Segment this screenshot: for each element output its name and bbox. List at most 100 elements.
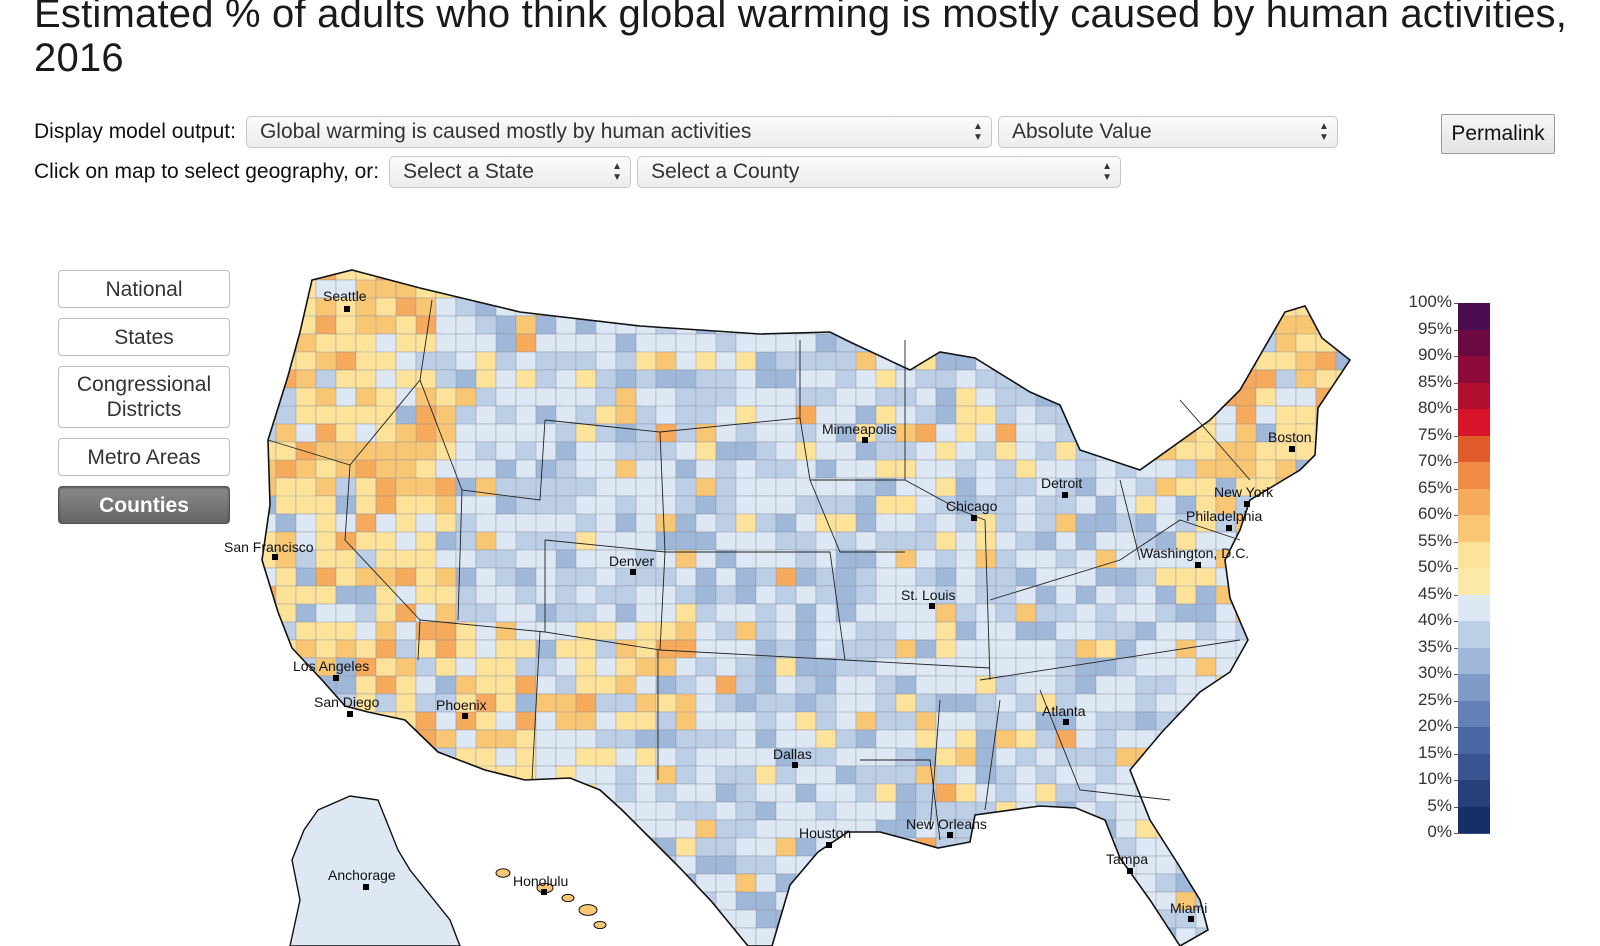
county-cell: [975, 693, 997, 713]
county-cell: [1255, 747, 1283, 767]
legend-tick: [1454, 462, 1460, 463]
geo-button-congressional-districts[interactable]: Congressional Districts: [58, 366, 230, 428]
county-cell: [895, 657, 917, 677]
county-cell: [1356, 874, 1360, 897]
county-cell: [995, 657, 1017, 677]
county-cell: [395, 783, 423, 803]
county-cell: [1335, 855, 1350, 875]
county-cell: [1335, 297, 1350, 317]
county-cell: [555, 657, 577, 677]
city-phoenix: Phoenix: [436, 697, 487, 719]
county-select[interactable]: Select a County ▲ ▼: [637, 156, 1122, 188]
county-cell: [295, 747, 317, 772]
county-cell: [915, 873, 937, 893]
county-cell: [1075, 909, 1103, 929]
geo-button-national[interactable]: National: [58, 270, 230, 308]
county-cell: [1115, 297, 1137, 322]
output-variable-select[interactable]: Global warming is caused mostly by human…: [245, 116, 992, 148]
county-cell: [555, 297, 577, 317]
county-cell: [1295, 765, 1317, 785]
county-cell: [775, 585, 797, 605]
state-select[interactable]: Select a State ▲ ▼: [389, 156, 632, 188]
value-type-select[interactable]: Absolute Value ▲ ▼: [997, 116, 1338, 148]
county-cell: [515, 585, 537, 605]
county-cell: [835, 675, 857, 695]
county-cell: [1235, 909, 1257, 929]
county-cell: [1055, 621, 1077, 641]
county-cell: [1315, 423, 1337, 448]
county-cell: [1115, 621, 1137, 641]
county-cell: [1315, 711, 1343, 731]
geo-button-states[interactable]: States: [58, 318, 230, 356]
county-cell: [815, 387, 837, 407]
county-cell: [515, 783, 543, 803]
county-cell: [555, 333, 577, 353]
county-cell: [1295, 531, 1317, 551]
county-cell: [455, 657, 477, 677]
county-cell: [1055, 819, 1077, 844]
county-cell: [1356, 424, 1360, 442]
svg-text:Miami: Miami: [1170, 900, 1207, 916]
county-cell: [655, 513, 677, 533]
county-cell: [995, 405, 1017, 425]
county-cell: [262, 819, 283, 839]
county-cell: [915, 441, 937, 461]
county-cell: [1095, 747, 1117, 767]
county-cell: [735, 297, 763, 317]
county-cell: [595, 387, 617, 407]
county-cell: [515, 729, 537, 749]
county-cell: [1195, 351, 1217, 371]
county-cell: [775, 333, 797, 353]
county-cell: [575, 405, 597, 425]
county-cell: [1075, 315, 1103, 335]
county-cell: [1135, 387, 1157, 407]
county-cell: [275, 711, 297, 731]
county-cell: [435, 783, 457, 803]
state-border: [344, 464, 421, 661]
county-cell: [995, 531, 1017, 551]
county-cell: [1295, 567, 1317, 587]
county-cell: [655, 567, 677, 587]
county-cell: [1235, 819, 1263, 839]
geo-button-counties[interactable]: Counties: [58, 486, 230, 524]
county-cell: [1315, 909, 1337, 934]
county-cell: [615, 387, 637, 407]
us-county-map[interactable]: Seattle San Francisco Los Angeles San Di…: [160, 265, 1360, 946]
svg-text:San Francisco: San Francisco: [224, 539, 314, 555]
county-cell: [715, 765, 737, 785]
county-cell: [1255, 819, 1277, 839]
county-cell: [1255, 621, 1277, 641]
legend-swatch: [1458, 409, 1490, 437]
county-cell: [335, 477, 357, 497]
county-cell: [915, 657, 937, 677]
county-cell: [575, 297, 603, 322]
county-cell: [935, 270, 963, 286]
county-cell: [675, 585, 697, 605]
county-cell: [875, 837, 897, 862]
county-cell: [795, 621, 817, 641]
county-cell: [895, 549, 917, 569]
county-cell: [815, 909, 837, 929]
county-cell: [635, 909, 657, 934]
county-cell: [1015, 819, 1037, 839]
county-cell: [615, 729, 637, 749]
geo-button-metro-areas[interactable]: Metro Areas: [58, 438, 230, 476]
county-cell: [275, 873, 297, 893]
county-cell: [815, 891, 837, 911]
county-cell: [895, 513, 917, 533]
permalink-button[interactable]: Permalink: [1441, 114, 1555, 154]
county-cell: [595, 405, 617, 425]
county-cell: [262, 279, 277, 304]
county-cell: [1356, 658, 1360, 676]
county-cell: [1356, 316, 1360, 339]
county-select-value: Select a County: [651, 160, 800, 183]
county-cell: [1095, 675, 1117, 695]
county-cell: [1135, 765, 1157, 790]
county-cell: [955, 459, 977, 479]
county-cell: [295, 729, 323, 754]
county-cell: [815, 513, 837, 533]
county-cell: [275, 675, 297, 695]
county-cell: [855, 270, 877, 281]
county-cell: [1315, 495, 1337, 515]
county-cell: [435, 801, 463, 826]
